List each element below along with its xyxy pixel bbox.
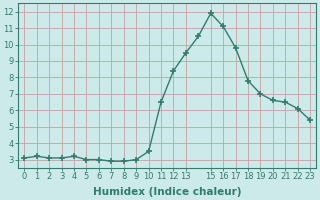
X-axis label: Humidex (Indice chaleur): Humidex (Indice chaleur) bbox=[93, 187, 242, 197]
